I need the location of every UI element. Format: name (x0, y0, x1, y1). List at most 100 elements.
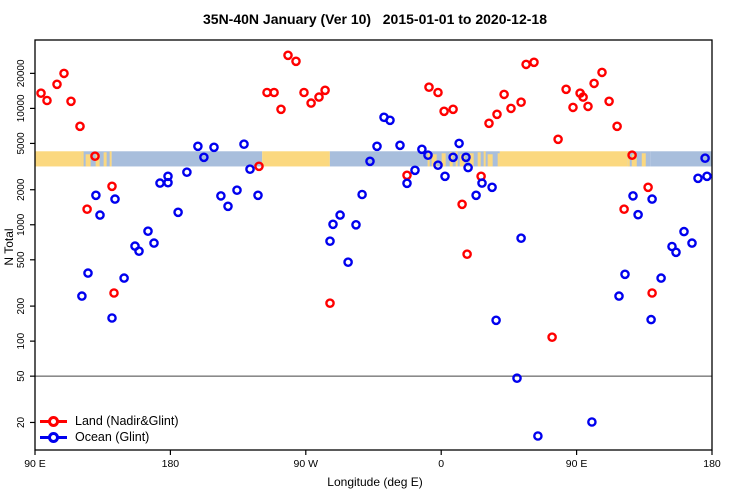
data-point (423, 150, 433, 160)
ocean-series-marker-icon (40, 431, 67, 443)
data-point (433, 160, 443, 170)
data-point (619, 204, 629, 214)
legend: Land (Nadir&Glint) Ocean (Glint) (40, 413, 179, 445)
data-point (521, 59, 531, 70)
data-point (109, 288, 119, 298)
data-point (547, 332, 557, 343)
svg-text:10000: 10000 (16, 94, 27, 122)
svg-text:90 W: 90 W (294, 458, 319, 470)
data-point (239, 139, 249, 149)
legend-label-land: Land (Nadir&Glint) (75, 414, 179, 428)
svg-text:180: 180 (703, 458, 721, 470)
data-point (457, 199, 467, 210)
data-point (325, 298, 335, 309)
data-point (328, 219, 338, 230)
data-point (36, 88, 46, 98)
data-point (343, 257, 353, 268)
data-point (410, 165, 420, 176)
data-point (372, 141, 382, 152)
data-point (193, 141, 203, 152)
data-point (82, 204, 92, 214)
data-point (454, 138, 464, 149)
legend-item-land: Land (Nadir&Glint) (40, 413, 179, 429)
data-point (433, 87, 443, 98)
data-point (647, 194, 657, 204)
legend-item-ocean: Ocean (Glint) (40, 429, 179, 445)
data-point (583, 101, 593, 112)
data-point (163, 177, 173, 188)
data-point (320, 85, 330, 96)
data-point (440, 171, 450, 182)
data-point (52, 79, 62, 90)
svg-text:200: 200 (16, 297, 27, 314)
data-point (461, 152, 471, 163)
data-point (702, 171, 712, 182)
ocean-series-points (77, 112, 712, 441)
svg-text:20000: 20000 (16, 59, 27, 87)
data-point (516, 233, 526, 243)
svg-text:20: 20 (16, 416, 27, 428)
svg-text:100: 100 (16, 332, 27, 349)
y-axis-ticks: 20 50 100 200 500 1000 2000 5000 10000 20000 (16, 59, 35, 428)
data-point (484, 118, 494, 129)
data-point (597, 67, 607, 78)
data-point (291, 56, 301, 67)
svg-text:90 E: 90 E (566, 458, 588, 470)
data-point (306, 98, 316, 108)
data-point (59, 68, 69, 79)
data-point (66, 96, 76, 107)
data-point (700, 153, 710, 163)
land-series-points (36, 50, 657, 343)
data-point (402, 170, 412, 181)
data-point (173, 207, 183, 218)
data-point (254, 161, 264, 172)
data-point (553, 134, 563, 145)
svg-text:90 E: 90 E (24, 458, 46, 470)
svg-text:180: 180 (162, 458, 180, 470)
data-point (149, 238, 159, 248)
legend-label-ocean: Ocean (Glint) (75, 430, 150, 444)
plot-box (34, 39, 713, 451)
data-point (506, 103, 516, 114)
data-point (299, 87, 309, 98)
data-point (395, 140, 405, 151)
data-point (463, 162, 473, 173)
data-point (529, 57, 539, 68)
data-point (628, 191, 638, 201)
data-point (91, 190, 101, 201)
data-point (679, 226, 689, 237)
data-point (533, 431, 543, 441)
data-point (491, 315, 501, 326)
data-point (107, 181, 117, 192)
data-point (439, 106, 449, 117)
data-point (77, 291, 87, 301)
data-point (276, 104, 286, 115)
svg-text:1000: 1000 (16, 213, 27, 236)
data-point (614, 291, 624, 301)
data-point (365, 156, 375, 167)
data-point (223, 201, 233, 212)
data-point (587, 417, 597, 427)
data-point (448, 152, 458, 163)
data-point (155, 178, 165, 188)
data-point (351, 219, 361, 230)
data-point (612, 121, 622, 132)
data-point (216, 191, 226, 201)
data-point (487, 182, 497, 193)
data-point (499, 89, 509, 100)
data-point (83, 268, 93, 278)
data-point (656, 273, 666, 283)
data-point (620, 269, 630, 280)
data-point (182, 167, 192, 177)
data-point (119, 273, 129, 283)
data-point (568, 102, 578, 113)
data-point (627, 150, 637, 160)
data-point (512, 373, 522, 384)
data-point (143, 226, 153, 236)
data-point (647, 288, 657, 298)
data-point (477, 178, 487, 188)
svg-text:500: 500 (16, 251, 27, 268)
x-axis-ticks: 90 E 180 90 W 0 90 E 180 (24, 450, 721, 470)
